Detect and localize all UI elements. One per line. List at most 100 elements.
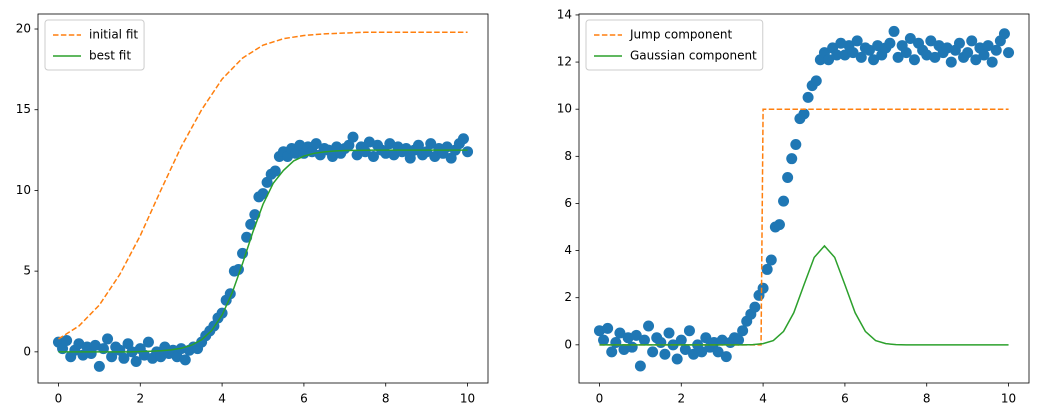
data-point [908, 54, 920, 66]
data-point [241, 231, 253, 243]
data-point [970, 54, 982, 66]
data-point [761, 263, 773, 275]
data-point [978, 49, 990, 61]
data-point [606, 346, 618, 358]
data-point [925, 35, 937, 47]
data-point [945, 56, 957, 68]
data-point [659, 348, 671, 360]
data-point [679, 344, 691, 356]
data-point [643, 320, 655, 332]
data-point [986, 56, 998, 68]
data-point [257, 188, 269, 200]
y-tick-label: 6 [564, 196, 572, 210]
data-point [216, 307, 228, 319]
data-point [93, 360, 105, 372]
data-point [962, 47, 974, 59]
data-point [782, 172, 794, 184]
x-tick-label: 4 [759, 392, 767, 406]
plot-area [593, 25, 1015, 372]
data-point [696, 346, 708, 358]
y-tick-label: 2 [564, 290, 572, 304]
x-tick-label: 0 [55, 392, 63, 406]
data-point [720, 351, 732, 363]
data-point [102, 333, 114, 345]
y-tick-label: 12 [557, 55, 572, 69]
data-point [982, 40, 994, 52]
data-point [823, 54, 835, 66]
y-tick-label: 10 [16, 183, 31, 197]
x-tick-label: 4 [218, 392, 226, 406]
data-point [663, 327, 675, 339]
data-point [310, 138, 322, 150]
data-point [900, 47, 912, 59]
x-tick-label: 2 [136, 392, 144, 406]
data-point [269, 165, 281, 177]
data-point [179, 354, 191, 366]
data-point [790, 139, 802, 151]
data-point [778, 195, 790, 207]
y-tick-label: 0 [23, 344, 31, 358]
data-point [868, 54, 880, 66]
data-point [749, 301, 761, 313]
data-point [863, 44, 875, 56]
data-point [412, 139, 424, 151]
data-point [929, 51, 941, 63]
x-tick-label: 8 [382, 392, 390, 406]
data-point [106, 351, 118, 363]
data-point [847, 47, 859, 59]
data-point [626, 341, 638, 353]
y-tick-label: 0 [564, 337, 572, 351]
y-tick-label: 20 [16, 22, 31, 36]
x-tick-label: 8 [923, 392, 931, 406]
data-point [245, 218, 257, 230]
legend-label: initial fit [89, 28, 138, 42]
data-point [130, 356, 142, 368]
data-point [733, 334, 745, 346]
data-point [142, 336, 154, 348]
legend-label: Jump component [629, 28, 732, 42]
data-point [810, 75, 822, 87]
y-tick-label: 4 [564, 243, 572, 257]
data-point [655, 336, 667, 348]
data-point [118, 352, 130, 364]
x-tick-label: 6 [300, 392, 308, 406]
legend-frame [44, 19, 145, 71]
x-tick-label: 10 [1001, 392, 1016, 406]
data-point [884, 37, 896, 49]
line-series [58, 149, 468, 353]
axes: 0 2 4 6 8 10 0 2 4 6 8 10 12 14 Jump component Gaussian… [557, 7, 1030, 406]
data-point [462, 146, 474, 158]
data-point [367, 151, 379, 163]
data-point [904, 33, 916, 45]
y-tick-label: 8 [564, 149, 572, 163]
data-point [347, 131, 359, 143]
x-tick-label: 0 [596, 392, 604, 406]
data-point [683, 325, 695, 337]
data-point [712, 346, 724, 358]
data-point [614, 327, 626, 339]
line-series [58, 31, 468, 340]
data-point [855, 51, 867, 63]
data-point [359, 146, 371, 158]
legend-frame [585, 19, 764, 71]
data-point [953, 37, 965, 49]
data-point [1003, 47, 1015, 59]
y-tick-label: 14 [557, 7, 572, 21]
data-point [851, 35, 863, 47]
data-point [757, 282, 769, 294]
data-point [647, 346, 659, 358]
x-tick-label: 6 [841, 392, 849, 406]
data-point [802, 91, 814, 103]
data-point [675, 334, 687, 346]
data-point [700, 332, 712, 344]
axes-frame [578, 13, 1030, 384]
data-point [737, 325, 749, 337]
x-tick-label: 2 [677, 392, 685, 406]
legend: initial fit best fit [44, 19, 145, 71]
legend: Jump component Gaussian component [585, 19, 764, 71]
y-tick-label: 15 [16, 102, 31, 116]
line-series [599, 244, 1009, 346]
data-point [598, 334, 610, 346]
data-point [400, 142, 412, 154]
data-point [602, 322, 614, 334]
